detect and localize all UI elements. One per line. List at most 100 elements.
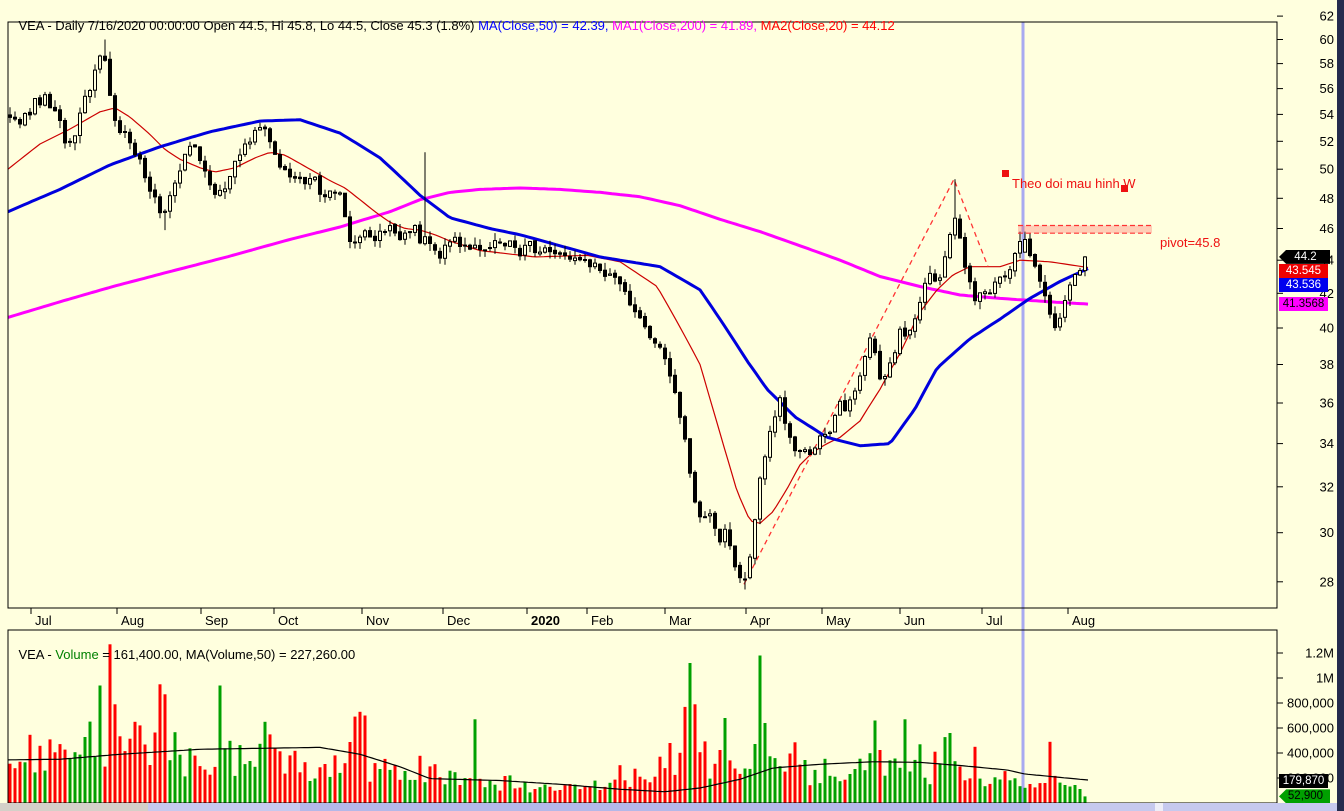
volume-bar	[78, 754, 82, 803]
candle-down	[393, 223, 397, 234]
candle-down	[843, 400, 847, 412]
candle-down	[428, 236, 432, 245]
cursor-date-line	[1021, 22, 1025, 803]
annotation-handle-icon[interactable]	[1121, 185, 1128, 192]
candle-down	[1048, 294, 1052, 315]
candle-up	[1013, 253, 1017, 272]
candle-down	[1038, 264, 1042, 282]
volume-bar	[98, 685, 102, 803]
axis-value-tag: 52,900	[1279, 789, 1330, 804]
volume-bar	[1013, 778, 1017, 803]
price-axis-label: 36	[1320, 396, 1334, 411]
volume-bar	[558, 790, 562, 803]
volume-bar	[313, 778, 317, 803]
scrollbar-thumb[interactable]	[300, 803, 1030, 811]
scrollbar-left-cap[interactable]	[0, 803, 148, 811]
volume-bar	[848, 774, 852, 803]
candle-up	[863, 356, 867, 376]
candle-up	[753, 519, 757, 559]
candle-up	[73, 135, 77, 144]
candle-down	[478, 244, 482, 250]
volume-bar	[48, 739, 52, 803]
volume-bar	[1078, 789, 1082, 803]
candle-up	[98, 55, 102, 70]
volume-bar	[268, 734, 272, 803]
candle-up	[918, 301, 922, 321]
date-axis-label: Feb	[591, 613, 613, 628]
price-axis-label: 58	[1320, 56, 1334, 71]
pattern-note: Theo doi mau hinh W	[1012, 176, 1136, 191]
volume-bar	[38, 745, 42, 803]
volume-bar	[828, 775, 832, 803]
annotation-handle-icon[interactable]	[1002, 170, 1009, 177]
candle-up	[758, 477, 762, 520]
horizontal-scrollbar[interactable]	[0, 803, 1337, 811]
candle-up	[538, 251, 542, 255]
candle-down	[343, 192, 347, 218]
volume-bar	[33, 772, 37, 803]
candle-up	[243, 143, 247, 155]
volume-bar	[818, 783, 822, 803]
volume-bar	[833, 776, 837, 803]
candle-down	[318, 175, 322, 195]
candle-down	[63, 120, 67, 144]
candle-down	[18, 119, 22, 125]
candle-up	[338, 192, 342, 195]
candle-up	[378, 230, 382, 241]
candlestick-series[interactable]	[8, 39, 1087, 590]
volume-bar	[913, 759, 917, 803]
volume-bar	[723, 718, 727, 803]
candle-down	[713, 512, 717, 529]
volume-bar	[548, 786, 552, 803]
candle-down	[278, 154, 282, 168]
candle-down	[788, 423, 792, 438]
candle-down	[1053, 313, 1057, 329]
candle-down	[533, 240, 537, 254]
candle-up	[743, 578, 747, 581]
candle-down	[133, 142, 137, 156]
volume-bar	[858, 758, 862, 803]
candle-up	[78, 112, 82, 136]
volume-bar	[153, 732, 157, 803]
candle-up	[833, 414, 837, 433]
candle-up	[183, 153, 187, 171]
volume-bar	[423, 782, 427, 803]
volume-bar	[103, 766, 107, 803]
volume-bar	[1003, 771, 1007, 803]
candle-up	[1083, 256, 1087, 272]
candle-up	[938, 277, 942, 281]
volume-bar	[208, 774, 212, 803]
window-right-border	[1337, 0, 1344, 811]
volume-bar	[673, 774, 677, 803]
candle-down	[643, 316, 647, 328]
volume-bar	[173, 732, 177, 803]
volume-axis-label: 800,000	[1287, 696, 1334, 711]
candle-down	[353, 241, 357, 244]
candle-down	[118, 120, 122, 133]
volume-bar	[338, 772, 342, 803]
price-axis-label: 28	[1320, 574, 1334, 589]
candle-up	[1023, 239, 1027, 253]
candle-up	[23, 113, 27, 126]
volume-bar	[353, 716, 357, 803]
volume-bar	[93, 757, 97, 803]
candle-down	[28, 111, 32, 116]
candle-up	[358, 236, 362, 244]
candle-down	[628, 290, 632, 306]
volume-bar	[608, 782, 612, 803]
volume-bar	[413, 779, 417, 803]
volume-bar	[498, 790, 502, 803]
pivot-band[interactable]	[1018, 225, 1152, 234]
volume-bar	[883, 775, 887, 803]
candle-up	[463, 244, 467, 247]
volume-series[interactable]	[8, 644, 1087, 804]
volume-bar	[803, 760, 807, 803]
candle-up	[388, 225, 392, 232]
candle-down	[693, 471, 697, 503]
volume-bar	[748, 768, 752, 803]
volume-bar	[198, 766, 202, 803]
candle-down	[718, 528, 722, 543]
candle-down	[968, 265, 972, 283]
volume-bar	[228, 740, 232, 803]
